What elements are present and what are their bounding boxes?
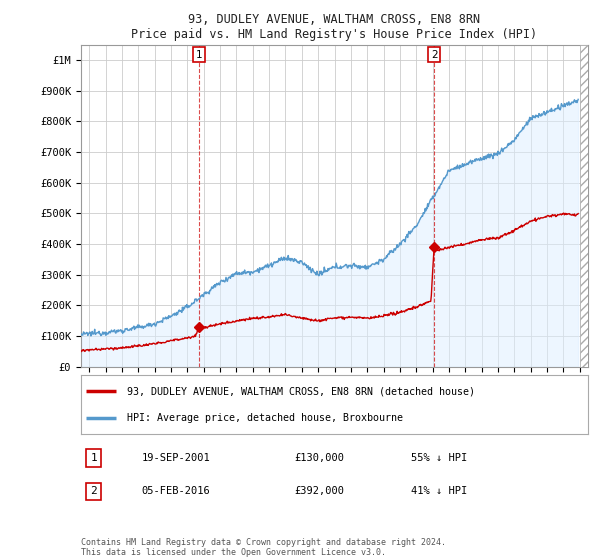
Text: 2: 2	[90, 487, 97, 496]
Text: 55% ↓ HPI: 55% ↓ HPI	[410, 453, 467, 463]
Text: HPI: Average price, detached house, Broxbourne: HPI: Average price, detached house, Brox…	[127, 413, 403, 423]
Text: £130,000: £130,000	[294, 453, 344, 463]
Title: 93, DUDLEY AVENUE, WALTHAM CROSS, EN8 8RN
Price paid vs. HM Land Registry's Hous: 93, DUDLEY AVENUE, WALTHAM CROSS, EN8 8R…	[131, 13, 538, 41]
Text: 93, DUDLEY AVENUE, WALTHAM CROSS, EN8 8RN (detached house): 93, DUDLEY AVENUE, WALTHAM CROSS, EN8 8R…	[127, 386, 475, 396]
Text: 1: 1	[90, 453, 97, 463]
Text: 1: 1	[196, 50, 202, 59]
Text: 05-FEB-2016: 05-FEB-2016	[142, 487, 211, 496]
Text: Contains HM Land Registry data © Crown copyright and database right 2024.
This d: Contains HM Land Registry data © Crown c…	[81, 538, 446, 557]
Polygon shape	[580, 45, 588, 367]
Text: £392,000: £392,000	[294, 487, 344, 496]
Text: 41% ↓ HPI: 41% ↓ HPI	[410, 487, 467, 496]
Text: 19-SEP-2001: 19-SEP-2001	[142, 453, 211, 463]
Text: 2: 2	[431, 50, 437, 59]
